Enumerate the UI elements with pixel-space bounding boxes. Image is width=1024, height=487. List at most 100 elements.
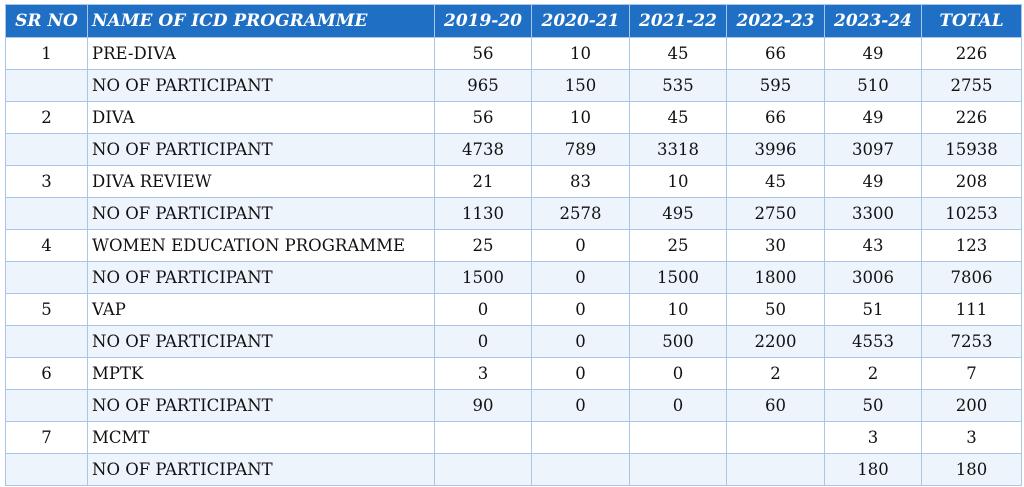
value-2023-24-cell: 49 <box>824 37 922 70</box>
header-sr-no: SR NO <box>5 4 88 38</box>
value-2022-23-cell: 2750 <box>726 197 825 230</box>
programme-name-cell: VAP <box>87 293 435 326</box>
total-cell: 180 <box>921 453 1022 486</box>
sr-no-cell: 7 <box>5 421 88 454</box>
sr-no-cell <box>5 453 88 486</box>
value-2020-21-cell: 150 <box>531 69 630 102</box>
value-2021-22-cell: 45 <box>629 101 727 134</box>
programme-name-cell: NO OF PARTICIPANT <box>87 261 435 294</box>
table-body: 1 PRE-DIVA 56 10 45 66 49 226 NO OF PARTICIPANT 9… <box>5 37 1022 486</box>
value-2020-21-cell: 0 <box>531 389 630 422</box>
programme-name-cell: NO OF PARTICIPANT <box>87 133 435 166</box>
sr-no-cell: 5 <box>5 293 88 326</box>
sr-no-cell <box>5 133 88 166</box>
value-2021-22-cell: 1500 <box>629 261 727 294</box>
programme-name-cell: DIVA REVIEW <box>87 165 435 198</box>
value-2021-22-cell: 495 <box>629 197 727 230</box>
header-2021-22: 2021-22 <box>629 4 727 38</box>
header-total: TOTAL <box>921 4 1022 38</box>
value-2022-23-cell: 2 <box>726 357 825 390</box>
value-2022-23-cell <box>726 453 825 486</box>
value-2023-24-cell: 3097 <box>824 133 922 166</box>
value-2022-23-cell: 50 <box>726 293 825 326</box>
table-row: NO OF PARTICIPANT 0 0 500 2200 4553 7253 <box>5 325 1022 358</box>
value-2020-21-cell: 83 <box>531 165 630 198</box>
value-2019-20-cell: 56 <box>434 37 532 70</box>
value-2020-21-cell: 0 <box>531 357 630 390</box>
table-row: NO OF PARTICIPANT 1500 0 1500 1800 3006 7806 <box>5 261 1022 294</box>
sr-no-cell <box>5 197 88 230</box>
icd-programme-table: SR NO NAME OF ICD PROGRAMME 2019-20 2020… <box>5 4 1022 486</box>
total-cell: 226 <box>921 37 1022 70</box>
table-row: 5 VAP 0 0 10 50 51 111 <box>5 293 1022 326</box>
programme-name-cell: NO OF PARTICIPANT <box>87 69 435 102</box>
value-2020-21-cell: 789 <box>531 133 630 166</box>
value-2022-23-cell: 66 <box>726 101 825 134</box>
table-row: 6 MPTK 3 0 0 2 2 7 <box>5 357 1022 390</box>
value-2023-24-cell: 2 <box>824 357 922 390</box>
value-2021-22-cell: 10 <box>629 165 727 198</box>
sr-no-cell <box>5 69 88 102</box>
value-2023-24-cell: 3 <box>824 421 922 454</box>
value-2019-20-cell: 56 <box>434 101 532 134</box>
value-2019-20-cell: 965 <box>434 69 532 102</box>
value-2019-20-cell: 25 <box>434 229 532 262</box>
total-cell: 2755 <box>921 69 1022 102</box>
total-cell: 7806 <box>921 261 1022 294</box>
programme-name-cell: NO OF PARTICIPANT <box>87 197 435 230</box>
table-row: NO OF PARTICIPANT 180 180 <box>5 453 1022 486</box>
table-header-row: SR NO NAME OF ICD PROGRAMME 2019-20 2020… <box>5 4 1022 38</box>
table-row: 1 PRE-DIVA 56 10 45 66 49 226 <box>5 37 1022 70</box>
programme-name-cell: DIVA <box>87 101 435 134</box>
programme-name-cell: MPTK <box>87 357 435 390</box>
table-row: NO OF PARTICIPANT 90 0 0 60 50 200 <box>5 389 1022 422</box>
sr-no-cell <box>5 261 88 294</box>
value-2021-22-cell <box>629 421 727 454</box>
total-cell: 200 <box>921 389 1022 422</box>
total-cell: 7 <box>921 357 1022 390</box>
table-row: 2 DIVA 56 10 45 66 49 226 <box>5 101 1022 134</box>
value-2022-23-cell: 2200 <box>726 325 825 358</box>
header-2023-24: 2023-24 <box>824 4 922 38</box>
total-cell: 208 <box>921 165 1022 198</box>
value-2019-20-cell: 0 <box>434 325 532 358</box>
value-2023-24-cell: 510 <box>824 69 922 102</box>
value-2020-21-cell: 0 <box>531 229 630 262</box>
value-2021-22-cell <box>629 453 727 486</box>
value-2022-23-cell: 66 <box>726 37 825 70</box>
programme-name-cell: NO OF PARTICIPANT <box>87 325 435 358</box>
table-row: 7 MCMT 3 3 <box>5 421 1022 454</box>
value-2021-22-cell: 25 <box>629 229 727 262</box>
programme-name-cell: PRE-DIVA <box>87 37 435 70</box>
value-2023-24-cell: 3300 <box>824 197 922 230</box>
value-2019-20-cell: 21 <box>434 165 532 198</box>
value-2021-22-cell: 3318 <box>629 133 727 166</box>
sr-no-cell: 2 <box>5 101 88 134</box>
value-2023-24-cell: 51 <box>824 293 922 326</box>
value-2022-23-cell: 595 <box>726 69 825 102</box>
table-row: NO OF PARTICIPANT 4738 789 3318 3996 3097 1593… <box>5 133 1022 166</box>
total-cell: 226 <box>921 101 1022 134</box>
total-cell: 10253 <box>921 197 1022 230</box>
value-2019-20-cell: 0 <box>434 293 532 326</box>
value-2023-24-cell: 49 <box>824 101 922 134</box>
value-2023-24-cell: 4553 <box>824 325 922 358</box>
value-2020-21-cell: 10 <box>531 101 630 134</box>
header-2019-20: 2019-20 <box>434 4 532 38</box>
sr-no-cell <box>5 389 88 422</box>
total-cell: 15938 <box>921 133 1022 166</box>
value-2019-20-cell: 4738 <box>434 133 532 166</box>
value-2019-20-cell: 1130 <box>434 197 532 230</box>
sr-no-cell: 1 <box>5 37 88 70</box>
total-cell: 7253 <box>921 325 1022 358</box>
value-2020-21-cell: 0 <box>531 261 630 294</box>
header-2022-23: 2022-23 <box>726 4 825 38</box>
value-2022-23-cell: 1800 <box>726 261 825 294</box>
value-2022-23-cell: 30 <box>726 229 825 262</box>
value-2019-20-cell: 1500 <box>434 261 532 294</box>
total-cell: 123 <box>921 229 1022 262</box>
value-2019-20-cell: 90 <box>434 389 532 422</box>
value-2023-24-cell: 43 <box>824 229 922 262</box>
value-2020-21-cell <box>531 453 630 486</box>
